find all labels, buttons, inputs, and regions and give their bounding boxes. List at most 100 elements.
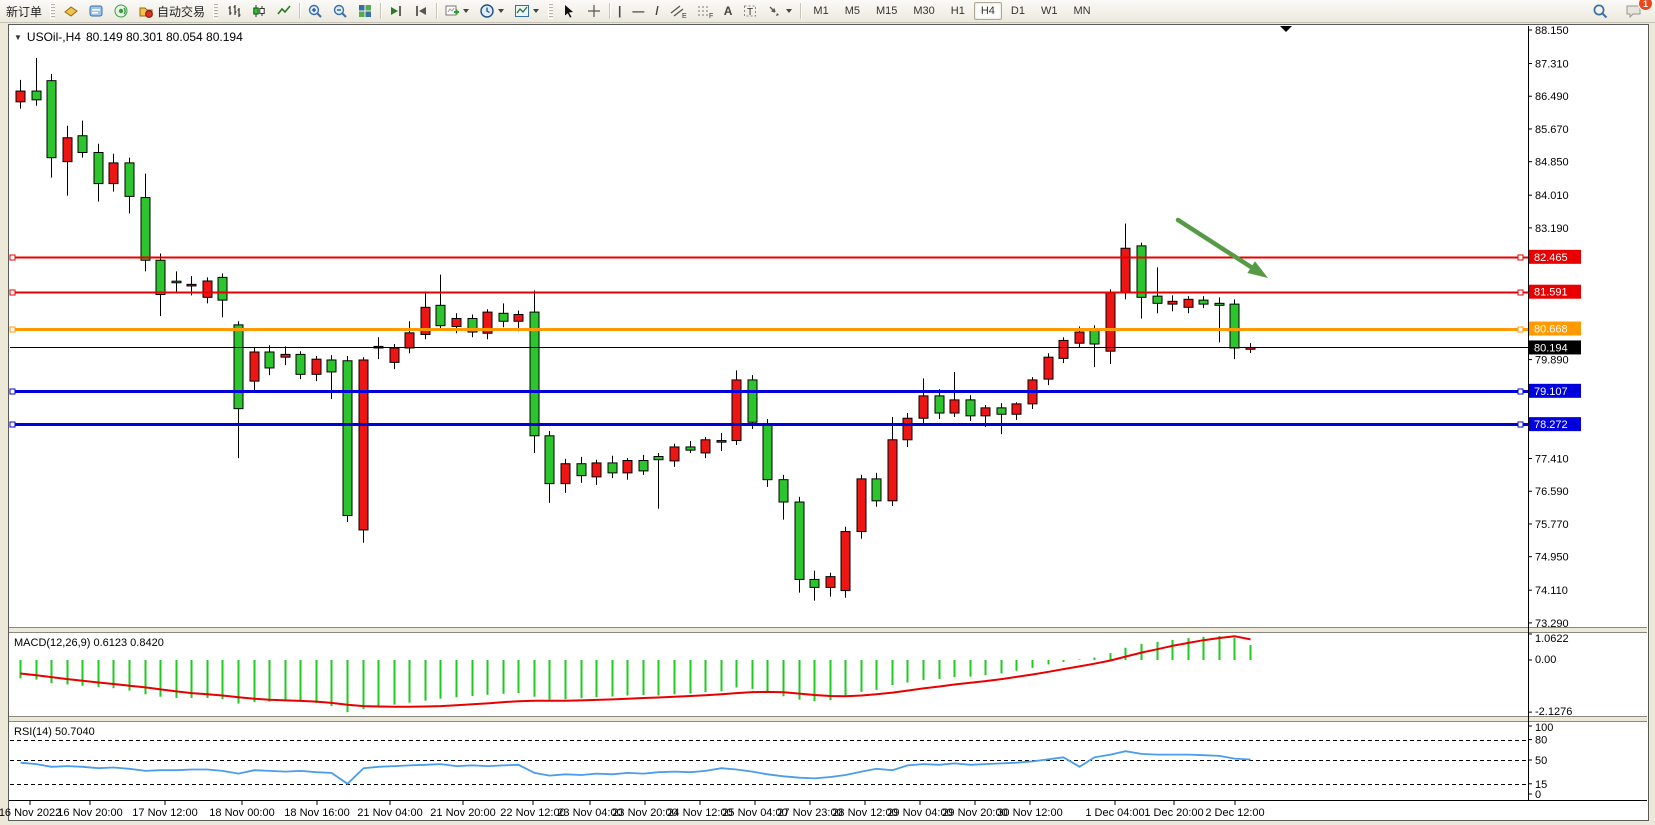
text-tool[interactable]: A: [723, 4, 733, 18]
search-icon[interactable]: [1588, 0, 1613, 23]
toolbar-separator: [800, 3, 802, 19]
toolbar-grip[interactable]: [548, 3, 554, 19]
price-shift-marker[interactable]: [1280, 26, 1292, 32]
toolbar-grip[interactable]: [213, 3, 219, 19]
templates-button[interactable]: [510, 0, 544, 22]
trend-arrow-annotation[interactable]: [1175, 217, 1268, 278]
macd-signal-line: [20, 635, 1251, 708]
horizontal-lines[interactable]: [9, 254, 1528, 428]
toolbar-grip[interactable]: [50, 3, 56, 19]
timeframe-h4[interactable]: H4: [973, 2, 1002, 20]
vertical-line-tool[interactable]: |: [618, 4, 622, 18]
svg-text:73.290: 73.290: [1535, 618, 1569, 630]
line-chart-mode-icon[interactable]: [272, 0, 296, 22]
svg-text:1 Dec 04:00: 1 Dec 04:00: [1085, 807, 1144, 819]
svg-text:23 Nov 20:00: 23 Nov 20:00: [612, 807, 677, 819]
svg-text:29 Nov 04:00: 29 Nov 04:00: [887, 807, 952, 819]
svg-text:84.850: 84.850: [1535, 157, 1569, 169]
trendline-tool[interactable]: /: [655, 4, 659, 18]
svg-text:27 Nov 23:00: 27 Nov 23:00: [777, 807, 842, 819]
auto-scroll-icon[interactable]: [384, 0, 408, 22]
rsi-indicator-label: RSI(14) 50.7040: [14, 726, 95, 738]
chat-notification-badge: 1: [1638, 0, 1653, 11]
candlestick-mode-icon[interactable]: [247, 0, 271, 22]
svg-text:23 Nov 04:00: 23 Nov 04:00: [557, 807, 622, 819]
svg-text:82.465: 82.465: [1534, 252, 1568, 264]
svg-text:79.890: 79.890: [1535, 355, 1569, 367]
svg-text:75.770: 75.770: [1535, 519, 1569, 531]
candlestick-series: [15, 57, 1256, 601]
metaeditor-icon[interactable]: [84, 0, 108, 22]
bar-chart-mode-icon[interactable]: [222, 0, 246, 22]
signals-icon[interactable]: [109, 0, 133, 22]
timeframe-m1[interactable]: M1: [813, 5, 829, 17]
timeframe-d1[interactable]: D1: [1010, 5, 1025, 17]
svg-text:F: F: [709, 13, 713, 19]
svg-text:24 Nov 12:00: 24 Nov 12:00: [667, 807, 732, 819]
svg-text:87.310: 87.310: [1535, 59, 1569, 71]
svg-text:50: 50: [1535, 755, 1547, 767]
svg-text:80.668: 80.668: [1534, 324, 1568, 336]
svg-text:74.110: 74.110: [1535, 585, 1568, 597]
svg-text:80.194: 80.194: [1534, 342, 1568, 354]
svg-text:15: 15: [1535, 779, 1547, 791]
chart-collapse-icon[interactable]: ▼: [14, 32, 22, 42]
rsi-pane: [10, 740, 1528, 785]
svg-text:83.190: 83.190: [1535, 223, 1569, 235]
fibonacci-tool-icon[interactable]: F: [692, 0, 718, 22]
svg-text:74.950: 74.950: [1535, 552, 1569, 564]
community-chat-button[interactable]: 1: [1621, 0, 1653, 22]
toolbar-separator: [436, 3, 438, 19]
svg-text:E: E: [682, 13, 687, 19]
macd-indicator-label: MACD(12,26,9) 0.6123 0.8420: [14, 637, 164, 649]
arrows-tool-button[interactable]: [763, 0, 797, 22]
auto-trading-button[interactable]: 自动交易: [134, 0, 209, 23]
new-chart-button[interactable]: [440, 0, 474, 22]
svg-text:81.591: 81.591: [1534, 287, 1568, 299]
svg-text:84.010: 84.010: [1535, 190, 1569, 202]
svg-text:16 Nov 20:00: 16 Nov 20:00: [57, 807, 122, 819]
rsi-line: [20, 750, 1251, 785]
zoom-in-icon[interactable]: [303, 0, 327, 22]
zoom-out-icon[interactable]: [328, 0, 352, 22]
timeframe-h1[interactable]: H1: [950, 5, 965, 17]
chart-symbol-period: USOil-,H4: [26, 30, 81, 44]
svg-text:16 Nov 2022: 16 Nov 2022: [0, 807, 61, 819]
svg-text:21 Nov 20:00: 21 Nov 20:00: [430, 807, 495, 819]
svg-text:1.0622: 1.0622: [1535, 633, 1569, 645]
timeframe-m5[interactable]: M5: [844, 5, 860, 17]
svg-text:0: 0: [1535, 789, 1541, 801]
chart-shift-icon[interactable]: [409, 0, 433, 22]
svg-text:25 Nov 04:00: 25 Nov 04:00: [722, 807, 787, 819]
timeframe-w1[interactable]: W1: [1040, 5, 1058, 17]
svg-text:28 Nov 12:00: 28 Nov 12:00: [832, 807, 897, 819]
macd-pane: [19, 635, 1252, 713]
svg-text:86.490: 86.490: [1535, 91, 1569, 103]
svg-text:18 Nov 00:00: 18 Nov 00:00: [209, 807, 274, 819]
main-toolbar: 新订单 自动交易: [0, 0, 1655, 23]
svg-text:2 Dec 12:00: 2 Dec 12:00: [1205, 807, 1264, 819]
crosshair-tool-icon[interactable]: [582, 0, 606, 22]
timeframe-toolbar: M1 M5 M15 M30 H1 H4 D1 W1 MN: [806, 2, 1097, 20]
price-axis[interactable]: 88.150 87.310 86.490 85.670 84.850 84.010 83.1…: [1528, 25, 1581, 801]
auto-trading-label: 自动交易: [157, 4, 206, 19]
svg-text:1 Dec 20:00: 1 Dec 20:00: [1144, 807, 1203, 819]
tile-windows-icon[interactable]: [353, 0, 377, 22]
channel-tool-icon[interactable]: E: [665, 0, 691, 22]
timeframe-m30[interactable]: M30: [913, 5, 935, 17]
cursor-tool-icon[interactable]: [557, 0, 581, 22]
svg-text:30 Nov 12:00: 30 Nov 12:00: [997, 807, 1062, 819]
svg-text:29 Nov 20:00: 29 Nov 20:00: [942, 807, 1007, 819]
periods-button[interactable]: [475, 0, 509, 22]
market-depth-icon[interactable]: [59, 0, 83, 22]
svg-text:79.107: 79.107: [1534, 386, 1568, 398]
horizontal-line-tool[interactable]: —: [632, 4, 645, 18]
new-order-button[interactable]: 新订单: [6, 4, 43, 19]
svg-text:85.670: 85.670: [1535, 124, 1569, 136]
timeframe-mn[interactable]: MN: [1073, 5, 1091, 17]
timeframe-m15[interactable]: M15: [875, 5, 898, 17]
text-label-tool-icon[interactable]: T: [738, 0, 762, 22]
